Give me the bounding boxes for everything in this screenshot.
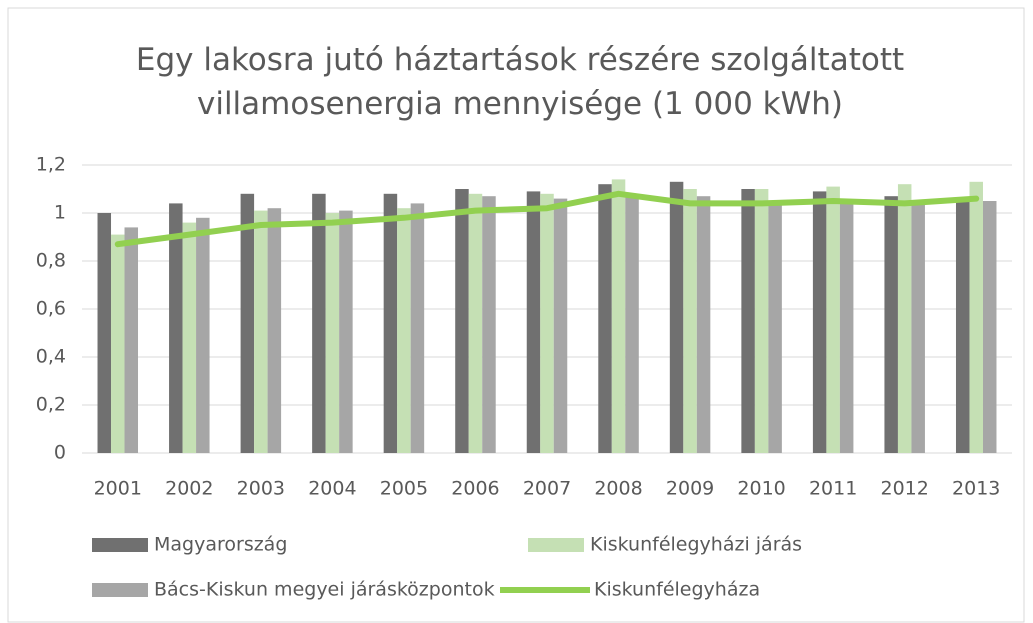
chart-border (7, 7, 1025, 623)
bar (312, 193, 326, 454)
bar (754, 189, 769, 453)
bar (169, 203, 183, 453)
y-tick-label: 0,6 (36, 298, 66, 320)
bar (383, 193, 398, 454)
bar (455, 189, 469, 453)
legend-swatch (528, 538, 584, 552)
bar (526, 191, 541, 453)
x-tick-label: 2009 (666, 478, 714, 500)
bar (196, 217, 210, 453)
legend-label: Magyarország (154, 534, 287, 556)
bar (696, 196, 711, 453)
bar (124, 227, 139, 453)
x-tick-label: 2008 (594, 478, 642, 500)
y-tick-label: 0 (54, 442, 66, 464)
bar (598, 184, 612, 453)
y-tick-label: 1 (54, 202, 66, 224)
bar (955, 198, 970, 453)
x-tick-label: 2006 (451, 478, 499, 500)
bar (240, 193, 255, 454)
bar (683, 189, 697, 453)
bar (468, 193, 483, 454)
legend-label: Bács-Kiskun megyei járásközpontok (154, 579, 495, 601)
y-tick-label: 0,4 (36, 346, 66, 368)
bar (339, 210, 353, 453)
y-tick-label: 0,2 (36, 394, 66, 416)
legend-swatch (92, 583, 148, 597)
bar (111, 234, 125, 453)
bar (410, 203, 425, 453)
bar (267, 208, 282, 453)
bar (254, 210, 268, 453)
bar (982, 201, 997, 453)
bar (625, 193, 639, 454)
bar (911, 201, 925, 453)
legend-label: Kiskunfélegyháza (594, 579, 760, 601)
bar (897, 184, 912, 453)
x-tick-label: 2002 (165, 478, 213, 500)
bar (540, 193, 554, 454)
y-tick-label: 0,8 (36, 250, 66, 272)
bar (839, 201, 854, 453)
bar (826, 186, 840, 453)
chart-title: Egy lakosra jutó háztartások részére szo… (135, 42, 905, 122)
x-tick-label: 2001 (94, 478, 142, 500)
bar (325, 213, 340, 453)
bar (182, 222, 197, 453)
x-tick-label: 2007 (523, 478, 571, 500)
bar (741, 189, 755, 453)
bar (611, 179, 626, 453)
bar (97, 213, 112, 453)
x-tick-label: 2012 (881, 478, 929, 500)
bar (812, 191, 827, 453)
legend-swatch (92, 538, 148, 552)
y-tick-label: 1,2 (36, 154, 66, 176)
line (114, 190, 980, 248)
bar (553, 198, 568, 453)
x-tick-label: 2005 (380, 478, 428, 500)
x-tick-label: 2010 (737, 478, 785, 500)
x-tick-label: 2004 (308, 478, 356, 500)
bar (669, 181, 684, 454)
bar (482, 196, 496, 453)
bar (969, 181, 983, 454)
bar (884, 196, 898, 453)
bar (768, 201, 782, 453)
x-tick-label: 2013 (952, 478, 1000, 500)
x-tick-label: 2003 (237, 478, 285, 500)
bar (397, 208, 411, 453)
x-tick-label: 2011 (809, 478, 857, 500)
legend-label: Kiskunfélegyházi járás (590, 534, 802, 556)
